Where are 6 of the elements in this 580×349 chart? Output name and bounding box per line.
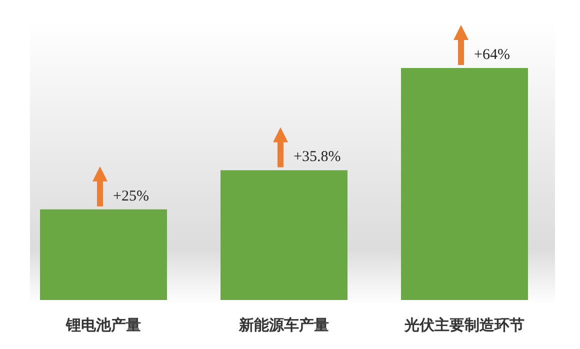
data-label: +35.8% <box>294 149 341 166</box>
x-tick-label: 光伏主要制造环节 <box>404 316 524 334</box>
x-tick-label: 新能源车产量 <box>238 316 329 334</box>
data-label: +64% <box>474 47 510 63</box>
data-label: +25% <box>113 188 149 204</box>
x-tick-label: 锂电池产量 <box>65 317 141 334</box>
